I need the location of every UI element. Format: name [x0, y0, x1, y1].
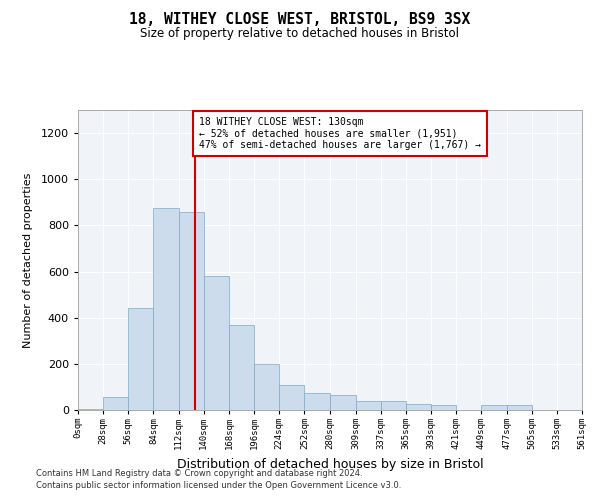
Bar [329, 395, 356, 410]
Text: Contains public sector information licensed under the Open Government Licence v3: Contains public sector information licen… [36, 481, 401, 490]
Bar [431, 406, 456, 410]
Y-axis label: Number of detached properties: Number of detached properties [23, 172, 32, 348]
Bar [179, 212, 204, 410]
Text: Size of property relative to detached houses in Bristol: Size of property relative to detached ho… [140, 28, 460, 40]
Bar [356, 401, 381, 410]
Text: 18, WITHEY CLOSE WEST, BRISTOL, BS9 3SX: 18, WITHEY CLOSE WEST, BRISTOL, BS9 3SX [130, 12, 470, 28]
X-axis label: Distribution of detached houses by size in Bristol: Distribution of detached houses by size … [176, 458, 484, 470]
Bar [406, 404, 431, 410]
Bar [204, 276, 229, 410]
Bar [254, 364, 279, 410]
Bar [304, 392, 329, 410]
Bar [103, 398, 128, 410]
Bar [506, 406, 532, 410]
Bar [154, 208, 179, 410]
Bar [229, 324, 254, 410]
Bar [128, 308, 154, 410]
Bar [279, 384, 304, 410]
Text: 18 WITHEY CLOSE WEST: 130sqm
← 52% of detached houses are smaller (1,951)
47% of: 18 WITHEY CLOSE WEST: 130sqm ← 52% of de… [199, 117, 481, 150]
Bar [381, 401, 406, 410]
Text: Contains HM Land Registry data © Crown copyright and database right 2024.: Contains HM Land Registry data © Crown c… [36, 468, 362, 477]
Bar [481, 406, 506, 410]
Bar [78, 409, 103, 410]
